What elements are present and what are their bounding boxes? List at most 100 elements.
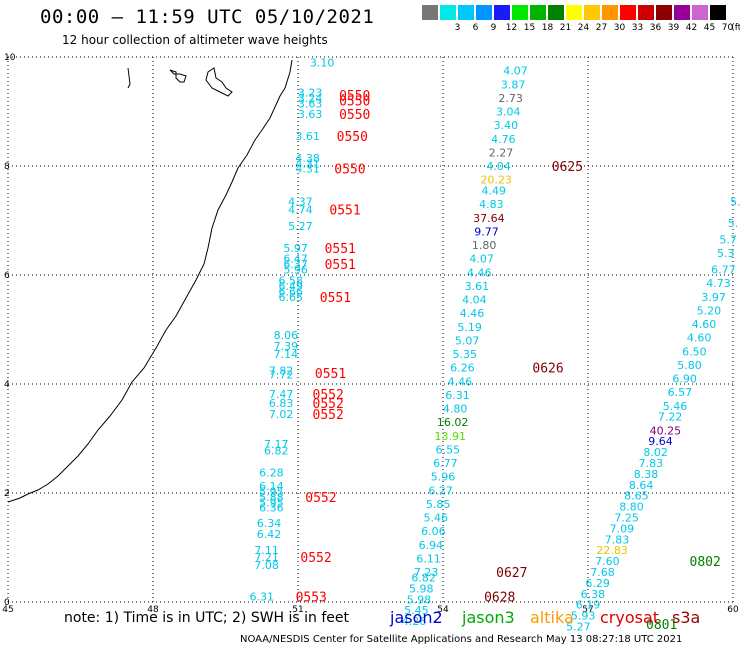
wave-height-value: 5.98 xyxy=(409,582,434,595)
legend-note: note: 1) Time is in UTC; 2) SWH is in fe… xyxy=(64,610,350,626)
wave-height-value: 5.19 xyxy=(457,321,482,334)
lat-tick-label: 8 xyxy=(4,162,10,172)
wave-height-value: 3.63 xyxy=(298,108,323,121)
wave-height-value: 4.49 xyxy=(482,185,507,198)
map-subtitle: 12 hour collection of altimeter wave hei… xyxy=(62,33,328,47)
wave-height-value: 5.97 xyxy=(283,242,308,255)
wave-height-value: 3.24 xyxy=(298,92,323,105)
color-scale-unit: (ft) xyxy=(731,23,740,33)
wave-height-value: 4.46 xyxy=(467,266,492,279)
wave-height-value: 5.95 xyxy=(259,496,284,509)
track-0801-0802: 5.5.5.75.36.774.733.975.204.604.606.505.… xyxy=(566,195,740,633)
wave-height-value: 4.38 xyxy=(295,152,320,165)
time-labels: 0550055005500550055005510551055105510551… xyxy=(296,89,721,633)
wave-height-value: 6.49 xyxy=(279,280,304,293)
wave-height-value: 7.60 xyxy=(595,555,620,568)
wave-height-value: 4.31 xyxy=(295,157,320,170)
wave-height-value: 4.37 xyxy=(288,195,313,208)
wave-height-value: 6.57 xyxy=(668,386,693,399)
color-scale-label: 18 xyxy=(541,23,554,33)
pass-time-label: 0551 xyxy=(320,291,351,306)
wave-height-value: 6.06 xyxy=(421,525,446,538)
wave-height-value: 4.80 xyxy=(443,403,468,416)
wave-height-value: 6.29 xyxy=(585,577,610,590)
wave-height-value: 5.7 xyxy=(719,234,737,247)
color-scale-label: 70 xyxy=(721,23,734,33)
map-title: 00:00 – 11:59 UTC 05/10/2021 xyxy=(40,6,375,28)
wave-height-value: 2.27 xyxy=(489,146,514,159)
wave-height-value: 3.04 xyxy=(496,106,521,119)
wave-height-value: 6.26 xyxy=(450,362,475,375)
wave-height-value: 4.07 xyxy=(469,253,494,266)
pass-time-label: 0551 xyxy=(329,204,360,219)
wave-height-value: 7.22 xyxy=(658,411,683,424)
wave-height-value: 5.27 xyxy=(566,621,591,634)
color-scale-swatch xyxy=(548,5,565,20)
pass-time-label: 0550 xyxy=(339,95,370,110)
color-scale-swatch xyxy=(692,5,709,20)
wave-height-value: 8.80 xyxy=(619,501,644,514)
color-scale-label: 27 xyxy=(595,23,608,33)
wave-height-value: 5. xyxy=(728,217,739,230)
wave-height-value: 5.46 xyxy=(663,400,688,413)
wave-height-value: 3.63 xyxy=(298,97,323,110)
pass-time-label: 0625 xyxy=(552,160,583,175)
color-scale-swatch xyxy=(584,5,601,20)
wave-height-value: 7.25 xyxy=(614,512,639,525)
color-scale-swatch xyxy=(638,5,655,20)
track-0550-0553: 3.103.233.243.633.633.614.384.314.314.37… xyxy=(250,56,335,603)
track-0625-0628: 4.073.872.733.043.404.762.274.0420.234.4… xyxy=(402,65,528,628)
axis-labels: 45 48 51 54 57 60 0 2 4 6 8 10 xyxy=(2,53,739,615)
wave-height-value: 5.93 xyxy=(571,610,596,623)
color-scale-swatch xyxy=(476,5,493,20)
color-scale-label: 21 xyxy=(559,23,572,33)
wave-height-value: 8.02 xyxy=(643,446,668,459)
wave-height-value: 6.82 xyxy=(264,444,289,457)
wave-height-value: 6.47 xyxy=(283,253,308,266)
wave-height-value: 22.83 xyxy=(596,544,628,557)
altimeter-tracks: 3.103.233.243.633.633.614.384.314.314.37… xyxy=(250,56,740,633)
graticule-grid xyxy=(7,56,734,603)
wave-height-value: 40.25 xyxy=(650,424,682,437)
color-scale-label: 39 xyxy=(667,23,680,33)
pass-time-label: 0551 xyxy=(325,242,356,257)
wave-height-value: 4.76 xyxy=(491,133,516,146)
wave-height-value: 3.87 xyxy=(501,78,526,91)
wave-height-value: 8.65 xyxy=(624,490,649,503)
wave-height-value: 4.73 xyxy=(706,277,731,290)
wave-height-value: 6.34 xyxy=(257,517,282,530)
lat-tick-label: 6 xyxy=(4,271,10,281)
lat-tick-label: 4 xyxy=(4,380,10,390)
wave-height-value: 4.60 xyxy=(692,318,717,331)
color-scale-label: 36 xyxy=(649,23,662,33)
wave-height-value: 9.64 xyxy=(648,435,673,448)
wave-height-value: 6.90 xyxy=(672,373,697,386)
pass-time-label: 0801 xyxy=(646,618,677,633)
wave-height-value: 3.10 xyxy=(310,56,335,69)
wave-height-value: 7.83 xyxy=(605,533,630,546)
wave-height-value: 5.80 xyxy=(677,359,702,372)
wave-height-value: 9.77 xyxy=(474,225,499,238)
wave-height-value: 6.31 xyxy=(445,389,470,402)
color-scale-swatch xyxy=(566,5,583,20)
color-scale-swatch xyxy=(422,5,439,20)
wave-height-value: 6.77 xyxy=(433,457,458,470)
wave-height-value: 5.07 xyxy=(455,334,480,347)
island-1 xyxy=(127,67,131,89)
lon-tick-label: 45 xyxy=(2,605,13,615)
color-scale-label: 3 xyxy=(454,23,461,33)
color-scale-label: 6 xyxy=(472,23,479,33)
wave-height-value: 5.27 xyxy=(288,220,313,233)
wave-height-value: 7.14 xyxy=(274,348,299,361)
wave-height-value: 4.31 xyxy=(295,163,320,176)
wave-height-value: 3.61 xyxy=(295,130,320,143)
wave-height-value: 4.74 xyxy=(288,204,313,217)
wave-height-value: 6.58 xyxy=(279,274,304,287)
satellite-legend-jason2: jason2 xyxy=(390,608,443,627)
lon-tick-label: 60 xyxy=(727,605,739,615)
lon-tick-label: 48 xyxy=(147,605,159,615)
wave-height-value: 8.64 xyxy=(629,479,654,492)
pass-time-label: 0550 xyxy=(334,163,365,178)
wave-height-value: 4.46 xyxy=(448,375,473,388)
